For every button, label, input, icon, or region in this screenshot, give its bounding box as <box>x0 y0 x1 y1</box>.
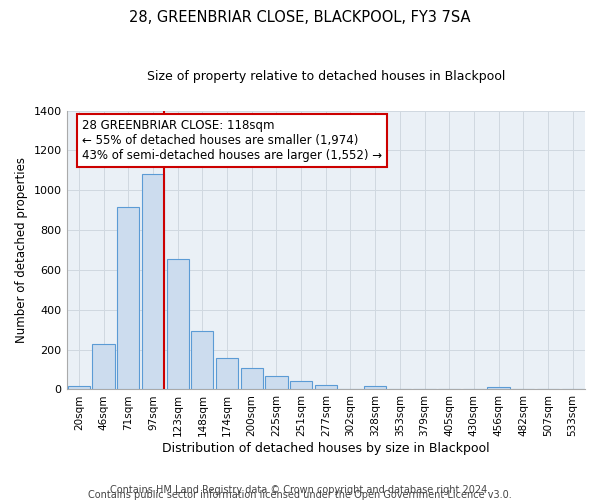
Y-axis label: Number of detached properties: Number of detached properties <box>15 157 28 343</box>
Bar <box>167 259 189 390</box>
Bar <box>364 386 386 390</box>
Bar <box>216 358 238 390</box>
Bar <box>314 385 337 390</box>
Bar <box>487 388 510 390</box>
Text: 28 GREENBRIAR CLOSE: 118sqm
← 55% of detached houses are smaller (1,974)
43% of : 28 GREENBRIAR CLOSE: 118sqm ← 55% of det… <box>82 119 382 162</box>
Bar <box>191 331 214 390</box>
Bar <box>68 386 90 390</box>
Bar <box>117 206 139 390</box>
Bar <box>92 344 115 390</box>
Title: Size of property relative to detached houses in Blackpool: Size of property relative to detached ho… <box>146 70 505 83</box>
Text: 28, GREENBRIAR CLOSE, BLACKPOOL, FY3 7SA: 28, GREENBRIAR CLOSE, BLACKPOOL, FY3 7SA <box>129 10 471 25</box>
Text: Contains HM Land Registry data © Crown copyright and database right 2024.: Contains HM Land Registry data © Crown c… <box>110 485 490 495</box>
X-axis label: Distribution of detached houses by size in Blackpool: Distribution of detached houses by size … <box>162 442 490 455</box>
Bar <box>265 376 287 390</box>
Bar <box>142 174 164 390</box>
Text: Contains public sector information licensed under the Open Government Licence v3: Contains public sector information licen… <box>88 490 512 500</box>
Bar <box>241 368 263 390</box>
Bar <box>290 382 312 390</box>
